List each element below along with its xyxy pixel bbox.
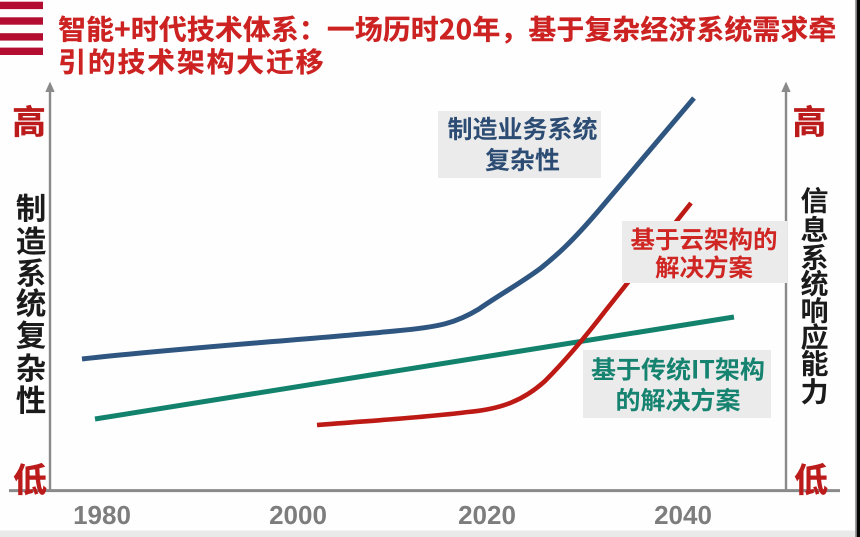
svg-text:2020: 2020 xyxy=(458,500,516,530)
svg-text:2000: 2000 xyxy=(269,500,327,530)
svg-text:1980: 1980 xyxy=(73,500,131,530)
svg-text:2040: 2040 xyxy=(654,500,712,530)
